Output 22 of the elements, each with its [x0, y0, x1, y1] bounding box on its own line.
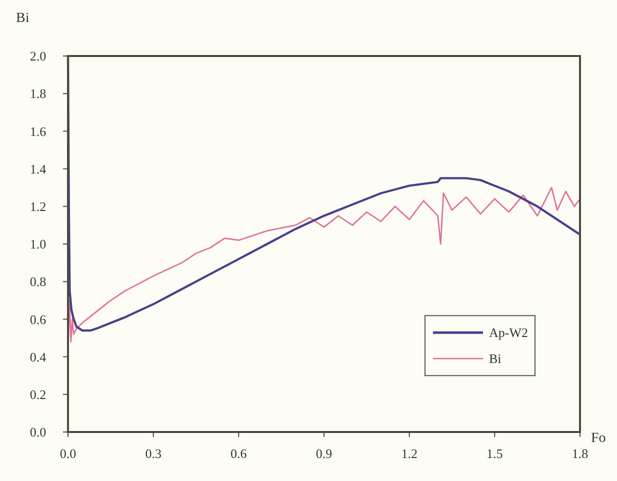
- y-tick-label: 1.2: [30, 198, 46, 214]
- x-tick-label: 1.5: [486, 446, 503, 461]
- y-tick-label: 1.8: [30, 86, 46, 102]
- y-tick-label: 1.0: [30, 236, 46, 252]
- x-tick-label: 0.6: [230, 446, 248, 461]
- y-tick-label: 0.8: [30, 274, 46, 290]
- x-tick-label: 0.9: [316, 446, 332, 461]
- y-axis-title: Bi: [16, 11, 30, 26]
- y-tick-label: 0.2: [30, 386, 46, 402]
- x-tick-label: 0.0: [60, 446, 76, 461]
- x-tick-label: 0.3: [145, 446, 162, 461]
- legend-label: Bi: [489, 351, 502, 366]
- y-tick-label: 1.4: [30, 161, 47, 176]
- x-tick-label: 1.8: [572, 446, 588, 461]
- y-tick-label: 0.0: [30, 424, 46, 440]
- y-tick-label: 0.4: [30, 349, 47, 364]
- y-tick-label: 0.6: [30, 312, 47, 327]
- y-tick-label: 1.6: [30, 124, 47, 139]
- legend-label: Ap-W2: [489, 325, 528, 340]
- x-tick-label: 1.2: [401, 446, 418, 461]
- y-tick-label: 2.0: [30, 48, 46, 64]
- x-axis-title: Fo: [591, 431, 606, 446]
